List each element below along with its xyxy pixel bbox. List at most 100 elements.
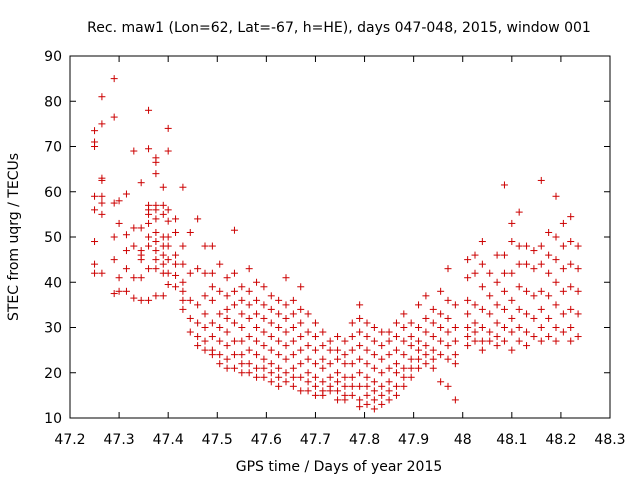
data-point [145, 265, 153, 273]
data-point [523, 328, 531, 336]
data-point [297, 387, 305, 395]
data-point [378, 342, 386, 350]
data-point [267, 319, 275, 327]
data-point [537, 337, 545, 345]
data-point [122, 190, 130, 198]
data-point [230, 287, 238, 295]
data-point [230, 364, 238, 372]
data-point [451, 301, 459, 309]
data-point [115, 197, 123, 205]
data-point [311, 373, 319, 381]
data-point [91, 260, 99, 268]
data-point [282, 314, 290, 322]
data-point [159, 260, 167, 268]
data-point [238, 351, 246, 359]
data-point [356, 342, 364, 350]
data-point [523, 242, 531, 250]
data-point [530, 247, 538, 255]
data-point [378, 382, 386, 390]
data-point [297, 305, 305, 313]
data-point [172, 215, 180, 223]
data-point [260, 283, 268, 291]
data-point [545, 333, 553, 341]
data-point [574, 287, 582, 295]
data-point [110, 199, 118, 207]
data-point [559, 310, 567, 318]
data-point [208, 351, 216, 359]
data-point [91, 192, 99, 200]
data-point [186, 328, 194, 336]
data-point [201, 310, 209, 318]
data-point [137, 274, 145, 282]
data-point [356, 403, 364, 411]
data-point [363, 360, 371, 368]
data-point [98, 199, 106, 207]
data-point [145, 233, 153, 241]
data-point [508, 328, 516, 336]
data-point [201, 324, 209, 331]
data-point [152, 247, 160, 255]
y-tick-label: 30 [44, 321, 62, 337]
data-point [304, 310, 312, 318]
data-point [253, 373, 261, 381]
data-point [385, 364, 393, 372]
data-point [289, 310, 297, 318]
data-point [471, 319, 479, 327]
data-point [392, 346, 400, 354]
data-point [145, 210, 153, 218]
y-axis-title: STEC from uqrg / TECUs [6, 153, 22, 321]
data-point [537, 324, 545, 331]
data-point [238, 324, 246, 331]
data-point [91, 269, 99, 277]
data-point [230, 351, 238, 359]
data-point [567, 305, 575, 313]
data-point [407, 355, 415, 363]
data-point [451, 360, 459, 368]
data-point [122, 247, 130, 255]
data-point [194, 215, 202, 223]
data-point [370, 324, 378, 331]
data-point [201, 292, 209, 300]
data-point [145, 106, 153, 114]
x-tick-label: 48.1 [496, 432, 527, 448]
data-point [297, 333, 305, 341]
data-point [392, 369, 400, 377]
data-point [186, 228, 194, 236]
data-point [164, 242, 172, 250]
data-point [385, 378, 393, 386]
data-point [130, 274, 138, 282]
data-point [145, 145, 153, 153]
data-point [98, 269, 106, 277]
data-point [493, 333, 501, 341]
data-point [282, 369, 290, 377]
data-point [515, 305, 523, 313]
data-point [115, 274, 123, 282]
data-point [311, 346, 319, 354]
data-point [282, 342, 290, 350]
data-point [304, 342, 312, 350]
data-point [275, 382, 283, 390]
data-point [275, 351, 283, 359]
data-point [164, 217, 172, 225]
data-point [304, 328, 312, 336]
data-point [508, 269, 516, 277]
data-point [253, 310, 261, 318]
data-point [451, 351, 459, 359]
data-point [164, 233, 172, 241]
data-point [508, 219, 516, 227]
data-point [422, 342, 430, 350]
data-point [515, 242, 523, 250]
data-point [122, 287, 130, 295]
data-point [334, 333, 342, 341]
data-point [98, 192, 106, 200]
data-point [407, 364, 415, 372]
data-point [223, 314, 231, 322]
data-point [356, 301, 364, 309]
data-point [223, 305, 231, 313]
data-point [356, 382, 364, 390]
data-point [223, 292, 231, 300]
data-point [91, 206, 99, 214]
data-point [444, 265, 452, 273]
x-tick-label: 48 [454, 432, 472, 448]
